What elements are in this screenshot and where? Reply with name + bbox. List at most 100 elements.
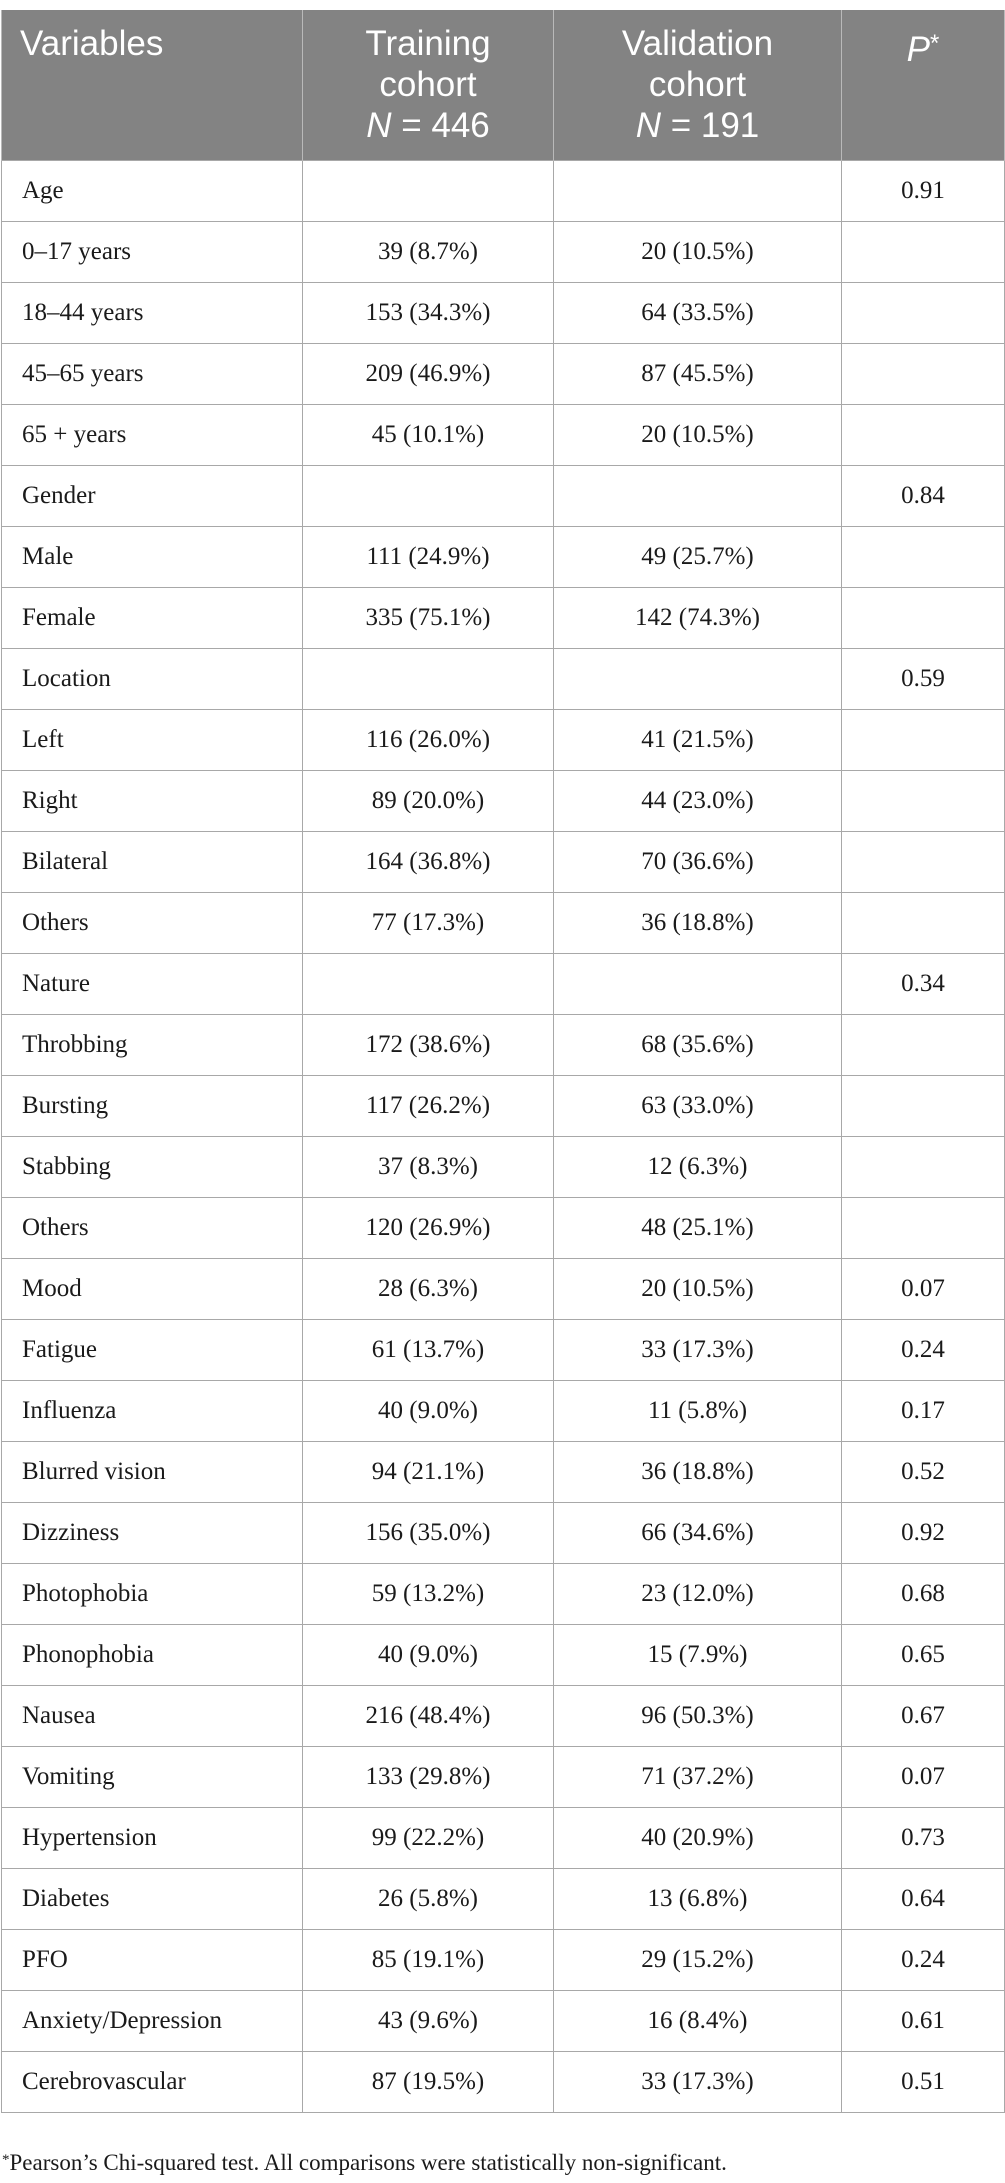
- cell-training: 156 (35.0%): [302, 1502, 554, 1564]
- cell-training: 335 (75.1%): [302, 587, 554, 649]
- cell-validation: 20 (10.5%): [553, 1258, 842, 1320]
- footnote-mark: *: [2, 2152, 10, 2168]
- table-row: 18–44 years 153 (34.3%) 64 (33.5%): [1, 282, 1005, 344]
- header-variables: Variables: [1, 10, 303, 161]
- cell-training: 26 (5.8%): [302, 1868, 554, 1930]
- cell-validation: 33 (17.3%): [553, 2051, 842, 2113]
- cell-validation: 13 (6.8%): [553, 1868, 842, 1930]
- header-validation-line2: cohort: [648, 65, 747, 104]
- cell-variable: Others: [1, 892, 303, 954]
- table-row: Cerebrovascular 87 (19.5%) 33 (17.3%) 0.51: [1, 2051, 1005, 2113]
- table-row: Age 0.91: [1, 160, 1005, 222]
- table-header: Variables Training cohort N = 446 Valida…: [1, 10, 1005, 161]
- cell-p-value: 0.84: [841, 465, 1005, 527]
- cell-validation: 29 (15.2%): [553, 1929, 842, 1991]
- table-row: Stabbing 37 (8.3%) 12 (6.3%): [1, 1136, 1005, 1198]
- table-row: Gender 0.84: [1, 465, 1005, 527]
- cell-p-value: 0.67: [841, 1685, 1005, 1747]
- header-validation-cohort: Validation cohort N = 191: [553, 10, 842, 161]
- cell-p-value: 0.65: [841, 1624, 1005, 1686]
- cell-p-value: [841, 282, 1005, 344]
- cell-p-value: 0.92: [841, 1502, 1005, 1564]
- header-p-mark: *: [930, 30, 940, 57]
- cell-validation: [553, 648, 842, 710]
- table-row: Fatigue 61 (13.7%) 33 (17.3%) 0.24: [1, 1319, 1005, 1381]
- cell-variable: Right: [1, 770, 303, 832]
- cell-training: 116 (26.0%): [302, 709, 554, 771]
- cell-p-value: 0.24: [841, 1319, 1005, 1381]
- cell-validation: 70 (36.6%): [553, 831, 842, 893]
- header-variables-label: Variables: [20, 24, 164, 63]
- cell-variable: Diabetes: [1, 1868, 303, 1930]
- cell-p-value: 0.07: [841, 1746, 1005, 1808]
- cell-variable: Phonophobia: [1, 1624, 303, 1686]
- cell-validation: 20 (10.5%): [553, 404, 842, 466]
- header-validation-n-value: = 191: [660, 106, 760, 145]
- header-validation-n: N = 191: [554, 105, 841, 146]
- table-row: Phonophobia 40 (9.0%) 15 (7.9%) 0.65: [1, 1624, 1005, 1686]
- cell-p-value: [841, 1075, 1005, 1137]
- table-row: Photophobia 59 (13.2%) 23 (12.0%) 0.68: [1, 1563, 1005, 1625]
- cell-validation: [553, 465, 842, 527]
- table-row: Anxiety/Depression 43 (9.6%) 16 (8.4%) 0.61: [1, 1990, 1005, 2052]
- table-row: Female 335 (75.1%) 142 (74.3%): [1, 587, 1005, 649]
- cell-p-value: 0.51: [841, 2051, 1005, 2113]
- cell-validation: 15 (7.9%): [553, 1624, 842, 1686]
- table-row: Influenza 40 (9.0%) 11 (5.8%) 0.17: [1, 1380, 1005, 1442]
- table-row: 65 + years 45 (10.1%) 20 (10.5%): [1, 404, 1005, 466]
- cell-training: 39 (8.7%): [302, 221, 554, 283]
- cell-p-value: [841, 343, 1005, 405]
- cell-validation: 48 (25.1%): [553, 1197, 842, 1259]
- cell-validation: 41 (21.5%): [553, 709, 842, 771]
- cell-p-value: 0.64: [841, 1868, 1005, 1930]
- cell-variable: Nausea: [1, 1685, 303, 1747]
- cell-variable: 18–44 years: [1, 282, 303, 344]
- table-row: 45–65 years 209 (46.9%) 87 (45.5%): [1, 343, 1005, 405]
- header-training-n-value: = 446: [391, 106, 490, 145]
- cell-validation: 20 (10.5%): [553, 221, 842, 283]
- header-training-n-label: N: [366, 106, 392, 145]
- table-row: Male 111 (24.9%) 49 (25.7%): [1, 526, 1005, 588]
- cell-p-value: 0.59: [841, 648, 1005, 710]
- cell-training: [302, 465, 554, 527]
- cohort-comparison-table: Variables Training cohort N = 446 Valida…: [1, 10, 1005, 2113]
- cell-variable: Dizziness: [1, 1502, 303, 1564]
- table-row: Throbbing 172 (38.6%) 68 (35.6%): [1, 1014, 1005, 1076]
- cell-p-value: 0.07: [841, 1258, 1005, 1320]
- cell-variable: Location: [1, 648, 303, 710]
- table-row: 0–17 years 39 (8.7%) 20 (10.5%): [1, 221, 1005, 283]
- cell-variable: Hypertension: [1, 1807, 303, 1869]
- table-row: Hypertension 99 (22.2%) 40 (20.9%) 0.73: [1, 1807, 1005, 1869]
- header-training-n: N = 446: [303, 105, 553, 146]
- cell-training: 37 (8.3%): [302, 1136, 554, 1198]
- cell-variable: Cerebrovascular: [1, 2051, 303, 2113]
- cell-training: 61 (13.7%): [302, 1319, 554, 1381]
- cell-validation: 71 (37.2%): [553, 1746, 842, 1808]
- cell-validation: 66 (34.6%): [553, 1502, 842, 1564]
- cell-variable: Blurred vision: [1, 1441, 303, 1503]
- cell-variable: Anxiety/Depression: [1, 1990, 303, 2052]
- cell-p-value: 0.24: [841, 1929, 1005, 1991]
- cell-variable: Left: [1, 709, 303, 771]
- cell-validation: 68 (35.6%): [553, 1014, 842, 1076]
- cell-training: 209 (46.9%): [302, 343, 554, 405]
- cell-validation: 49 (25.7%): [553, 526, 842, 588]
- cell-validation: [553, 160, 842, 222]
- cell-validation: 36 (18.8%): [553, 892, 842, 954]
- cell-variable: Vomiting: [1, 1746, 303, 1808]
- cell-training: 43 (9.6%): [302, 1990, 554, 2052]
- cell-training: 89 (20.0%): [302, 770, 554, 832]
- cell-validation: 63 (33.0%): [553, 1075, 842, 1137]
- cell-p-value: 0.61: [841, 1990, 1005, 2052]
- cell-p-value: 0.52: [841, 1441, 1005, 1503]
- cell-validation: 44 (23.0%): [553, 770, 842, 832]
- cell-variable: Nature: [1, 953, 303, 1015]
- cell-training: 117 (26.2%): [302, 1075, 554, 1137]
- cell-training: 40 (9.0%): [302, 1380, 554, 1442]
- table-row: Right 89 (20.0%) 44 (23.0%): [1, 770, 1005, 832]
- cell-training: 45 (10.1%): [302, 404, 554, 466]
- header-row: Variables Training cohort N = 446 Valida…: [1, 10, 1005, 161]
- header-validation-line1: Validation: [621, 24, 774, 63]
- cell-p-value: 0.68: [841, 1563, 1005, 1625]
- header-p-value: P*: [841, 10, 1005, 161]
